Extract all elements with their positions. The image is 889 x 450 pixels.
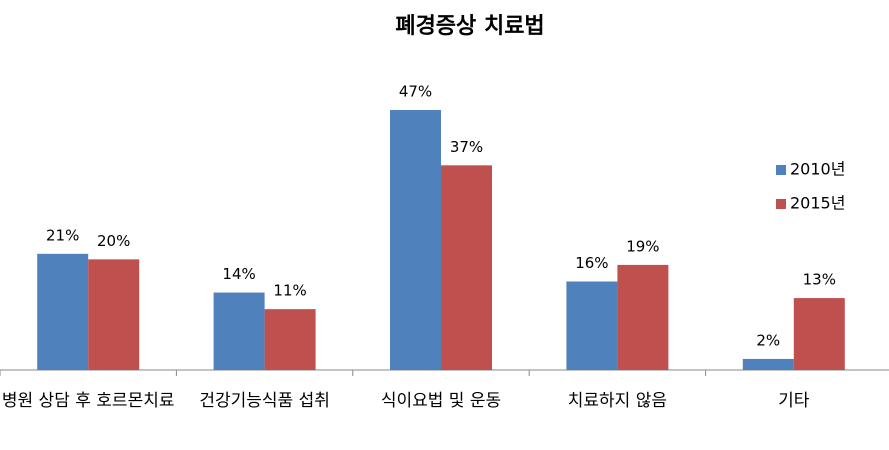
bar bbox=[213, 292, 265, 370]
bar bbox=[88, 259, 140, 370]
legend-swatch bbox=[776, 199, 786, 209]
value-label: 19% bbox=[626, 237, 659, 255]
bar bbox=[390, 110, 441, 370]
bar bbox=[742, 358, 794, 370]
bar bbox=[37, 253, 89, 370]
chart-title: 폐경증상 치료법 bbox=[395, 14, 544, 39]
value-label: 13% bbox=[803, 271, 836, 289]
value-label: 14% bbox=[222, 265, 255, 283]
x-tick-label: 병원 상담 후 호르몬치료 bbox=[1, 391, 175, 411]
legend-label: 2010년 bbox=[790, 160, 845, 179]
value-label: 16% bbox=[575, 254, 608, 272]
legend-swatch bbox=[776, 165, 786, 175]
value-label: 2% bbox=[756, 331, 780, 349]
x-tick-label: 치료하지 않음 bbox=[567, 391, 668, 411]
legend-label: 2015년 bbox=[790, 194, 845, 213]
bar bbox=[441, 165, 492, 370]
bar bbox=[617, 264, 669, 370]
bar bbox=[793, 298, 845, 370]
x-tick-label: 건강기능식품 섭취 bbox=[199, 391, 330, 411]
x-tick-label: 식이요법 및 운동 bbox=[380, 391, 502, 411]
value-label: 21% bbox=[46, 226, 79, 244]
value-label: 11% bbox=[273, 282, 306, 300]
value-label: 20% bbox=[97, 232, 130, 250]
x-tick-label: 기타 bbox=[778, 391, 810, 411]
bar bbox=[264, 309, 316, 370]
bar bbox=[566, 281, 618, 370]
value-label: 47% bbox=[399, 83, 432, 101]
value-label: 37% bbox=[450, 138, 483, 156]
